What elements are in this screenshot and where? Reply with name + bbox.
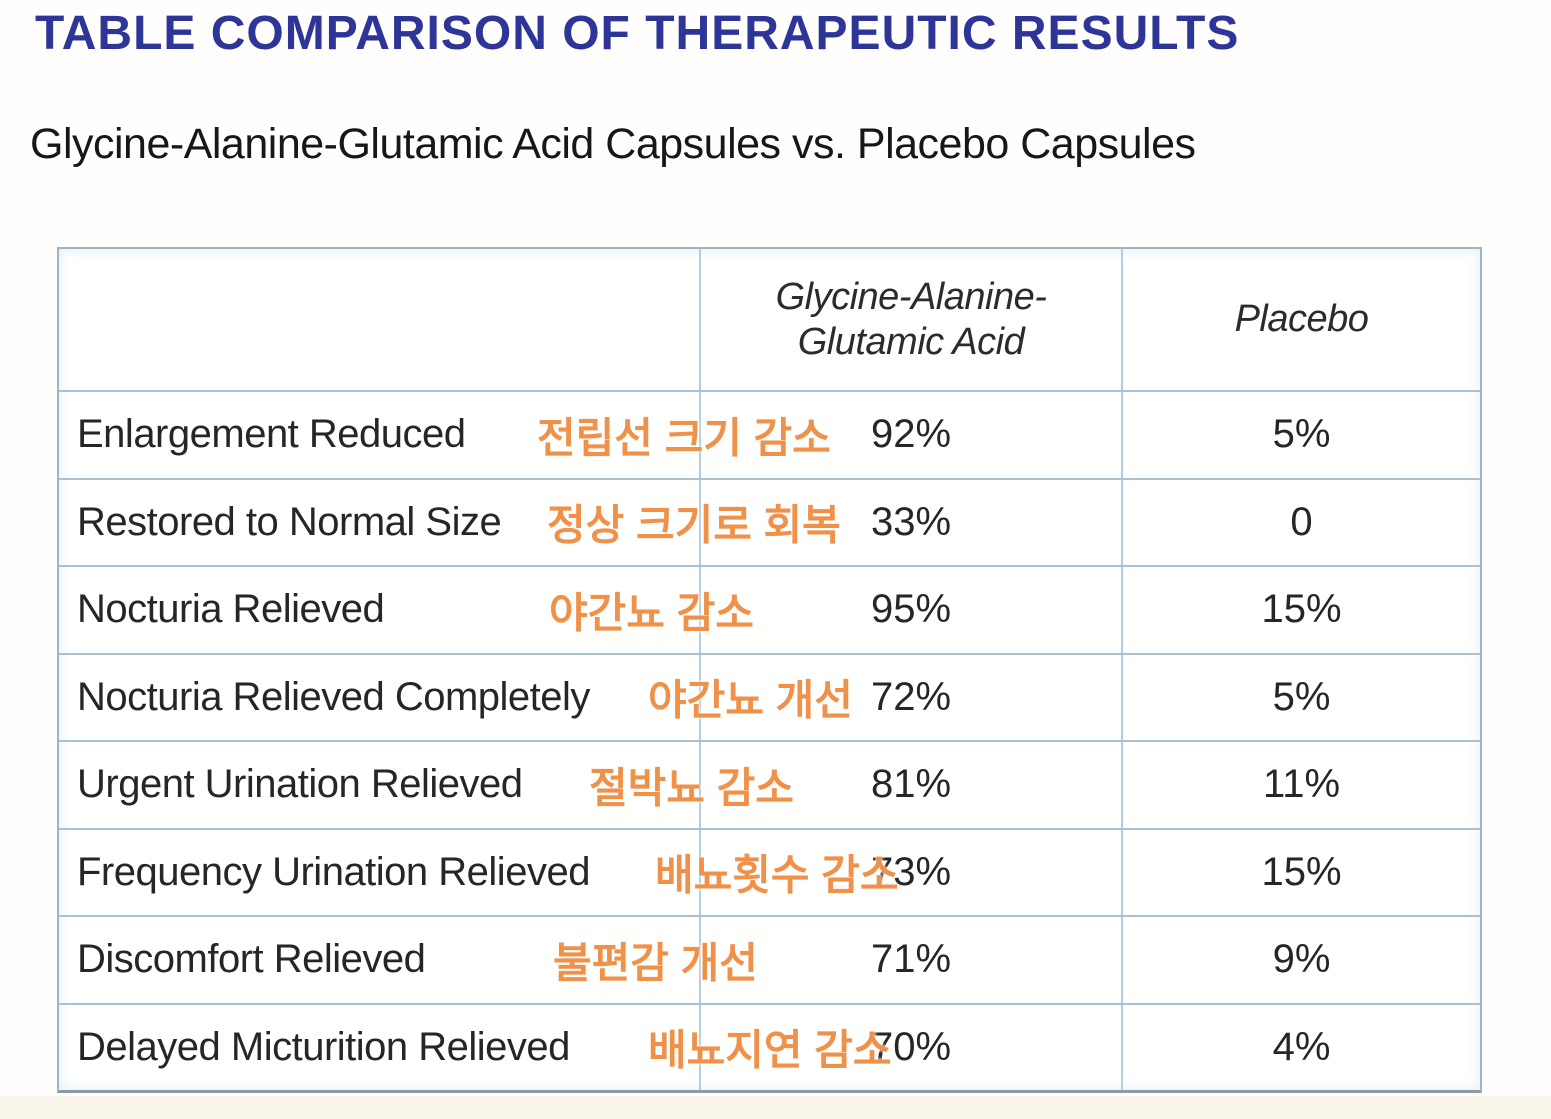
table-row: Enlargement Reduced 92% 5% 전립선 크기 감소 <box>59 390 1480 478</box>
treatment-column-header: Glycine-Alanine- Glutamic Acid <box>699 249 1121 390</box>
row-label: Enlargement Reduced <box>77 412 466 457</box>
placebo-value: 4% <box>1121 1004 1480 1090</box>
row-label: Nocturia Relieved <box>77 587 385 632</box>
placebo-value: 15% <box>1121 567 1480 653</box>
placebo-value: 11% <box>1121 742 1480 828</box>
treatment-value: 92% <box>699 392 1121 478</box>
row-label: Discomfort Relieved <box>77 937 426 982</box>
treatment-value: 95% <box>699 567 1121 653</box>
korean-annotation: 배뇨지연 감소 <box>648 1026 892 1074</box>
korean-annotation: 야간뇨 감소 <box>549 589 754 637</box>
page-bottom-strip <box>0 1096 1551 1119</box>
treatment-value: 73% <box>699 829 1121 915</box>
row-label: Nocturia Relieved Completely <box>77 674 590 719</box>
page-title: TABLE COMPARISON OF THERAPEUTIC RESULTS <box>35 7 1240 60</box>
results-table: Glycine-Alanine- Glutamic Acid Placebo E… <box>57 247 1482 1093</box>
treatment-value: 33% <box>699 479 1121 565</box>
placebo-column-header: Placebo <box>1121 249 1480 390</box>
placebo-value: 5% <box>1121 392 1480 478</box>
treatment-value: 71% <box>699 917 1121 1003</box>
table-header-row: Glycine-Alanine- Glutamic Acid Placebo <box>59 249 1480 390</box>
table-row: Delayed Micturition Relieved 70% 4% 배뇨지연… <box>59 1002 1480 1090</box>
korean-annotation: 불편감 개선 <box>553 939 758 987</box>
row-label: Delayed Micturition Relieved <box>77 1024 570 1069</box>
treatment-value: 70% <box>699 1004 1121 1090</box>
placebo-value: 0 <box>1121 479 1480 565</box>
row-label: Urgent Urination Relieved <box>77 762 523 807</box>
condition-column-header <box>59 249 699 390</box>
table-row: Restored to Normal Size 33% 0 정상 크기로 회복 <box>59 477 1480 565</box>
table-row: Nocturia Relieved Completely 72% 5% 야간뇨 … <box>59 652 1480 740</box>
korean-annotation: 정상 크기로 회복 <box>547 501 841 549</box>
table-row: Nocturia Relieved 95% 15% 야간뇨 감소 <box>59 565 1480 653</box>
row-label: Restored to Normal Size <box>77 499 502 544</box>
page-subtitle: Glycine-Alanine-Glutamic Acid Capsules v… <box>30 120 1196 168</box>
table-row: Frequency Urination Relieved 73% 15% 배뇨횟… <box>59 827 1480 915</box>
korean-annotation: 야간뇨 개선 <box>648 676 853 724</box>
korean-annotation: 전립선 크기 감소 <box>537 414 831 462</box>
korean-annotation: 배뇨횟수 감소 <box>655 851 899 899</box>
placebo-value: 9% <box>1121 917 1480 1003</box>
placebo-value: 15% <box>1121 829 1480 915</box>
placebo-value: 5% <box>1121 654 1480 740</box>
row-label: Frequency Urination Relieved <box>77 849 590 894</box>
korean-annotation: 절박뇨 감소 <box>589 764 794 812</box>
treatment-value: 81% <box>699 742 1121 828</box>
treatment-value: 72% <box>699 654 1121 740</box>
table-row: Urgent Urination Relieved 81% 11% 절박뇨 감소 <box>59 740 1480 828</box>
table-row: Discomfort Relieved 71% 9% 불편감 개선 <box>59 915 1480 1003</box>
